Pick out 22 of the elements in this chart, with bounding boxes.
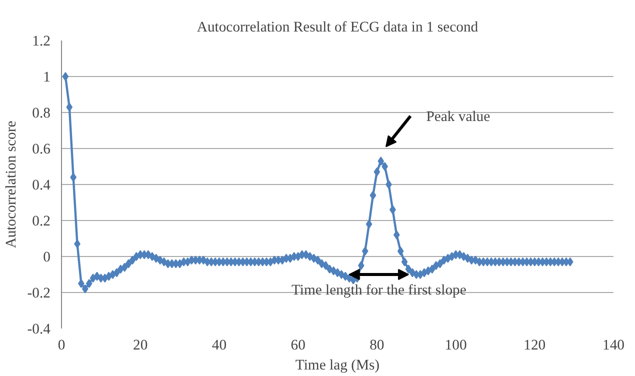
y-tick-label: 1: [43, 70, 50, 86]
x-tick-label: 20: [133, 338, 148, 354]
y-tick-label: 1.2: [32, 34, 51, 50]
annotation: Time length for the first slope: [291, 282, 466, 299]
x-tick-label: 120: [524, 338, 546, 354]
annotation: Peak value: [426, 109, 490, 126]
y-tick-label: 0.8: [32, 106, 51, 122]
y-tick-label: -0.2: [27, 286, 50, 302]
y-tick-label: 0: [43, 250, 50, 266]
x-tick-label: 0: [58, 338, 66, 354]
y-axis-title: Autocorrelation score: [3, 120, 20, 248]
x-tick-label: 40: [212, 338, 227, 354]
chart-title: Autocorrelation Result of ECG data in 1 second: [196, 20, 479, 36]
x-tick-label: 60: [290, 338, 306, 354]
x-tick-label: 80: [370, 338, 384, 354]
x-tick-label: 140: [602, 338, 624, 354]
y-tick-label: -0.4: [27, 322, 52, 338]
x-axis-title: Time lag (Ms): [295, 358, 380, 374]
y-tick-label: 0.4: [32, 178, 52, 194]
x-tick-label: 100: [444, 338, 467, 354]
y-tick-label: 0.2: [32, 214, 51, 230]
y-tick-label: 0.6: [32, 142, 51, 158]
